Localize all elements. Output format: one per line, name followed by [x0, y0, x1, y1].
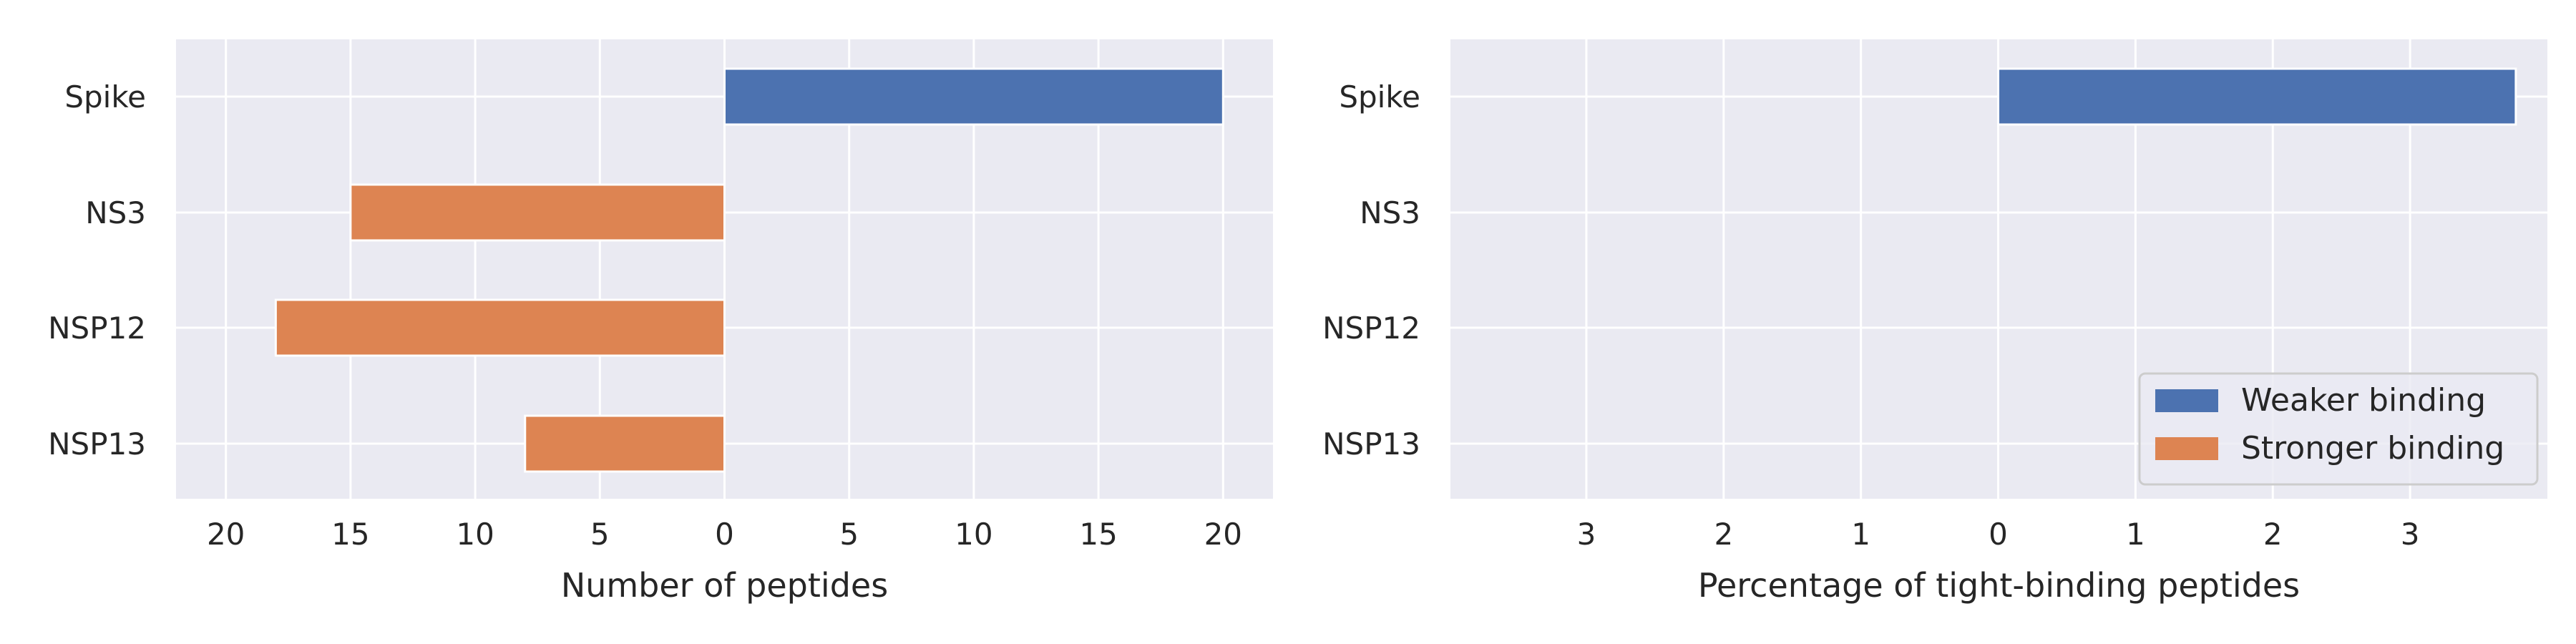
x-tick-label: 0 [1989, 517, 2008, 552]
legend-swatch-weaker [2155, 389, 2218, 412]
y-tick-label: NS3 [1360, 195, 1420, 230]
y-tick-label: Spike [64, 79, 146, 114]
chart-panel-1: Spike NS3 NSP12 NSP13 20 15 10 5 0 5 10 15 20 Number … [48, 39, 1273, 605]
y-tick-label: NSP13 [48, 426, 146, 462]
y-tick-label: NSP12 [1322, 311, 1420, 346]
legend-label-weaker: Weaker binding [2241, 382, 2486, 419]
legend-frame [2138, 372, 2539, 486]
x-tick-label: 20 [207, 517, 245, 552]
bar-weaker-spike [723, 67, 1224, 126]
x-tick-label: 10 [456, 517, 494, 552]
x-tick-label: 1 [2126, 517, 2145, 552]
bar-stronger-ns3 [349, 183, 726, 242]
x-tick-label: 2 [1714, 517, 1733, 552]
y-tick-label: NS3 [85, 195, 146, 230]
x-tick-label: 15 [331, 517, 369, 552]
x-tick-label: 3 [2401, 517, 2420, 552]
x-tick-label: 5 [590, 517, 610, 552]
y-tick-label: NSP13 [1322, 426, 1420, 462]
x-tick-label: 5 [839, 517, 859, 552]
legend: Weaker binding Stronger binding [2138, 372, 2539, 486]
x-tick-label: 3 [1577, 517, 1596, 552]
bar-weaker-spike [1997, 67, 2517, 126]
x-tick-label: 15 [1079, 517, 1117, 552]
x-tick-label: 0 [715, 517, 734, 552]
chart-panel-2: Spike NS3 NSP12 NSP13 3 2 1 0 1 2 3 Percentage of t… [1322, 39, 2547, 605]
x-axis-label: Number of peptides [561, 566, 888, 605]
x-tick-label: 1 [1851, 517, 1870, 552]
bar-stronger-nsp12 [274, 298, 726, 357]
legend-swatch-stronger [2155, 437, 2218, 460]
x-axis-label: Percentage of tight-binding peptides [1698, 566, 2300, 605]
y-tick-label: Spike [1339, 79, 1420, 114]
x-tick-label: 2 [2263, 517, 2283, 552]
x-tick-label: 10 [955, 517, 992, 552]
y-tick-label: NSP12 [48, 311, 146, 346]
bar-stronger-nsp13 [524, 414, 726, 473]
legend-label-stronger: Stronger binding [2241, 430, 2504, 467]
x-tick-label: 20 [1204, 517, 1242, 552]
